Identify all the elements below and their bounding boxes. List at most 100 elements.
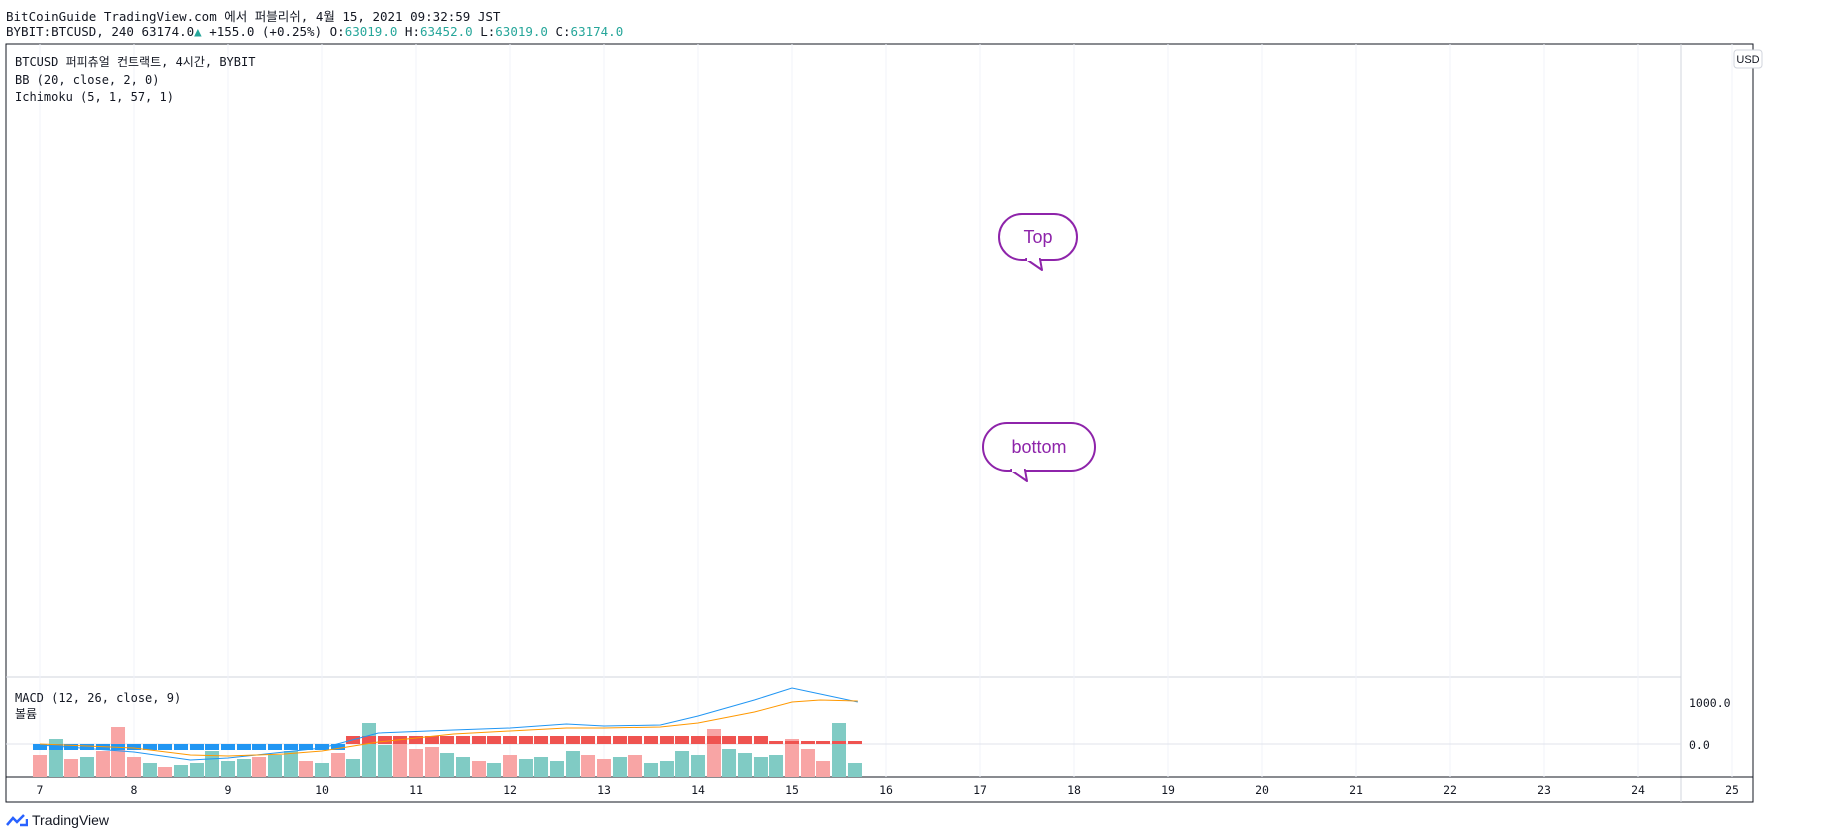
- volume-bar: [315, 763, 329, 777]
- volume-bar: [691, 755, 705, 777]
- high-value: 63452.0: [419, 24, 473, 39]
- macd-pane: [6, 687, 1681, 777]
- x-tick-label: 10: [315, 783, 329, 797]
- volume-bar: [236, 759, 251, 777]
- volume-bar: [800, 749, 815, 777]
- macd-hist-bar: [424, 736, 439, 744]
- legend-symbol: BTCUSD 퍼피츄얼 컨트랙트, 4시간, BYBIT: [15, 55, 255, 69]
- macd-hist-bar: [330, 744, 345, 750]
- x-tick-label: 16: [879, 783, 893, 797]
- macd-hist-bar: [691, 736, 705, 744]
- legend-macd: MACD (12, 26, close, 9): [15, 691, 181, 705]
- currency-label: USD: [1736, 54, 1759, 66]
- x-tick-label: 9: [225, 783, 232, 797]
- volume-bar: [738, 753, 752, 777]
- macd-hist-bar: [769, 741, 784, 744]
- volume-bar: [816, 761, 831, 777]
- x-tick-label: 15: [785, 783, 799, 797]
- macd-hist-bar: [48, 744, 63, 750]
- volume-bar: [581, 755, 596, 777]
- macd-hist-bar: [268, 744, 282, 750]
- legend-ichimoku: Ichimoku (5, 1, 57, 1): [15, 90, 174, 104]
- volume-bar: [440, 753, 455, 777]
- last-price: 63174.0: [141, 24, 195, 39]
- volume-bar: [142, 763, 157, 777]
- macd-line: [39, 687, 858, 761]
- macd-hist-bar: [487, 736, 502, 744]
- volume-bar: [221, 761, 235, 777]
- macd-hist-bar: [800, 741, 815, 744]
- tradingview-logo-icon: [6, 814, 28, 827]
- volume-bar: [847, 763, 862, 777]
- volume-bar: [534, 757, 549, 777]
- volume-bar: [644, 763, 658, 777]
- x-tick-label: 11: [409, 783, 423, 797]
- volume-bar: [832, 723, 846, 777]
- x-tick-label: 17: [973, 783, 987, 797]
- volume-bar: [487, 763, 502, 777]
- macd-hist-bar: [236, 744, 251, 750]
- macd-hist-bar: [659, 736, 674, 744]
- high-label: H:: [404, 24, 420, 39]
- x-tick-label: 12: [503, 783, 517, 797]
- publish-info: BitCoinGuide TradingView.com 에서 퍼블리쉬, 4월…: [6, 9, 501, 24]
- chart-frame: [5, 43, 1754, 803]
- macd-hist-bar: [299, 744, 314, 750]
- volume-bar: [565, 751, 580, 777]
- volume-bar: [252, 757, 267, 777]
- volume-bar: [346, 759, 361, 777]
- x-tick-label: 23: [1537, 783, 1551, 797]
- low-value: 63019.0: [495, 24, 548, 39]
- volume-bar: [424, 747, 439, 777]
- volume-bar: [158, 767, 173, 777]
- macd-hist-bar: [142, 744, 157, 750]
- volume-bar: [597, 759, 611, 777]
- macd-hist-bar: [456, 736, 470, 744]
- volume-bar: [393, 741, 408, 777]
- macd-hist-bar: [565, 736, 580, 744]
- macd-hist-bar: [205, 744, 220, 750]
- macd-hist-bar: [722, 736, 737, 744]
- volume-bar: [471, 761, 486, 777]
- macd-hist-bar: [221, 744, 235, 750]
- volume-bar: [205, 751, 220, 777]
- grid: [39, 44, 1733, 777]
- volume-bar: [377, 745, 392, 777]
- macd-hist-bar: [816, 741, 831, 744]
- top-annotation-bubble: Top: [998, 213, 1078, 271]
- volume-bar: [409, 749, 423, 777]
- macd-hist-bar: [581, 736, 596, 744]
- signal-line: [39, 699, 858, 757]
- brand-label: TradingView: [32, 812, 110, 828]
- macd-hist-bar: [753, 736, 768, 744]
- macd-hist-bar: [675, 736, 690, 744]
- macd-hist-bar: [440, 736, 455, 744]
- x-tick-label: 21: [1349, 783, 1363, 797]
- macd-hist-bar: [847, 741, 862, 744]
- legend-bb: BB (20, close, 2, 0): [15, 73, 160, 87]
- macd-hist-bar: [471, 736, 486, 744]
- top-annotation-bubble-label: Top: [1023, 227, 1052, 247]
- tradingview-logo[interactable]: TradingView: [6, 812, 109, 828]
- currency-badge: USD: [1733, 49, 1763, 69]
- volume-bar: [80, 757, 94, 777]
- macd-hist-bar: [80, 744, 94, 750]
- volume-bar: [769, 755, 784, 777]
- macd-hist-bar: [612, 736, 627, 744]
- volume-bar: [785, 739, 799, 777]
- macd-hist-bar: [315, 744, 329, 750]
- macd-hist-bar: [362, 736, 376, 744]
- macd-tick-label: 1000.0: [1689, 696, 1731, 710]
- macd-hist-bar: [628, 736, 643, 744]
- volume-bar: [283, 751, 298, 777]
- volume-bar: [189, 763, 204, 777]
- macd-tick-label: 0.0: [1689, 738, 1710, 752]
- x-tick-label: 25: [1725, 783, 1739, 797]
- volume-bar: [518, 759, 533, 777]
- volume-bar: [268, 755, 282, 777]
- price-pane: Top bottom: [982, 213, 1096, 482]
- legend-volume: 볼륨: [15, 707, 37, 721]
- bottom-annotation-bubble-shape: [982, 422, 1096, 472]
- x-tick-label: 22: [1443, 783, 1457, 797]
